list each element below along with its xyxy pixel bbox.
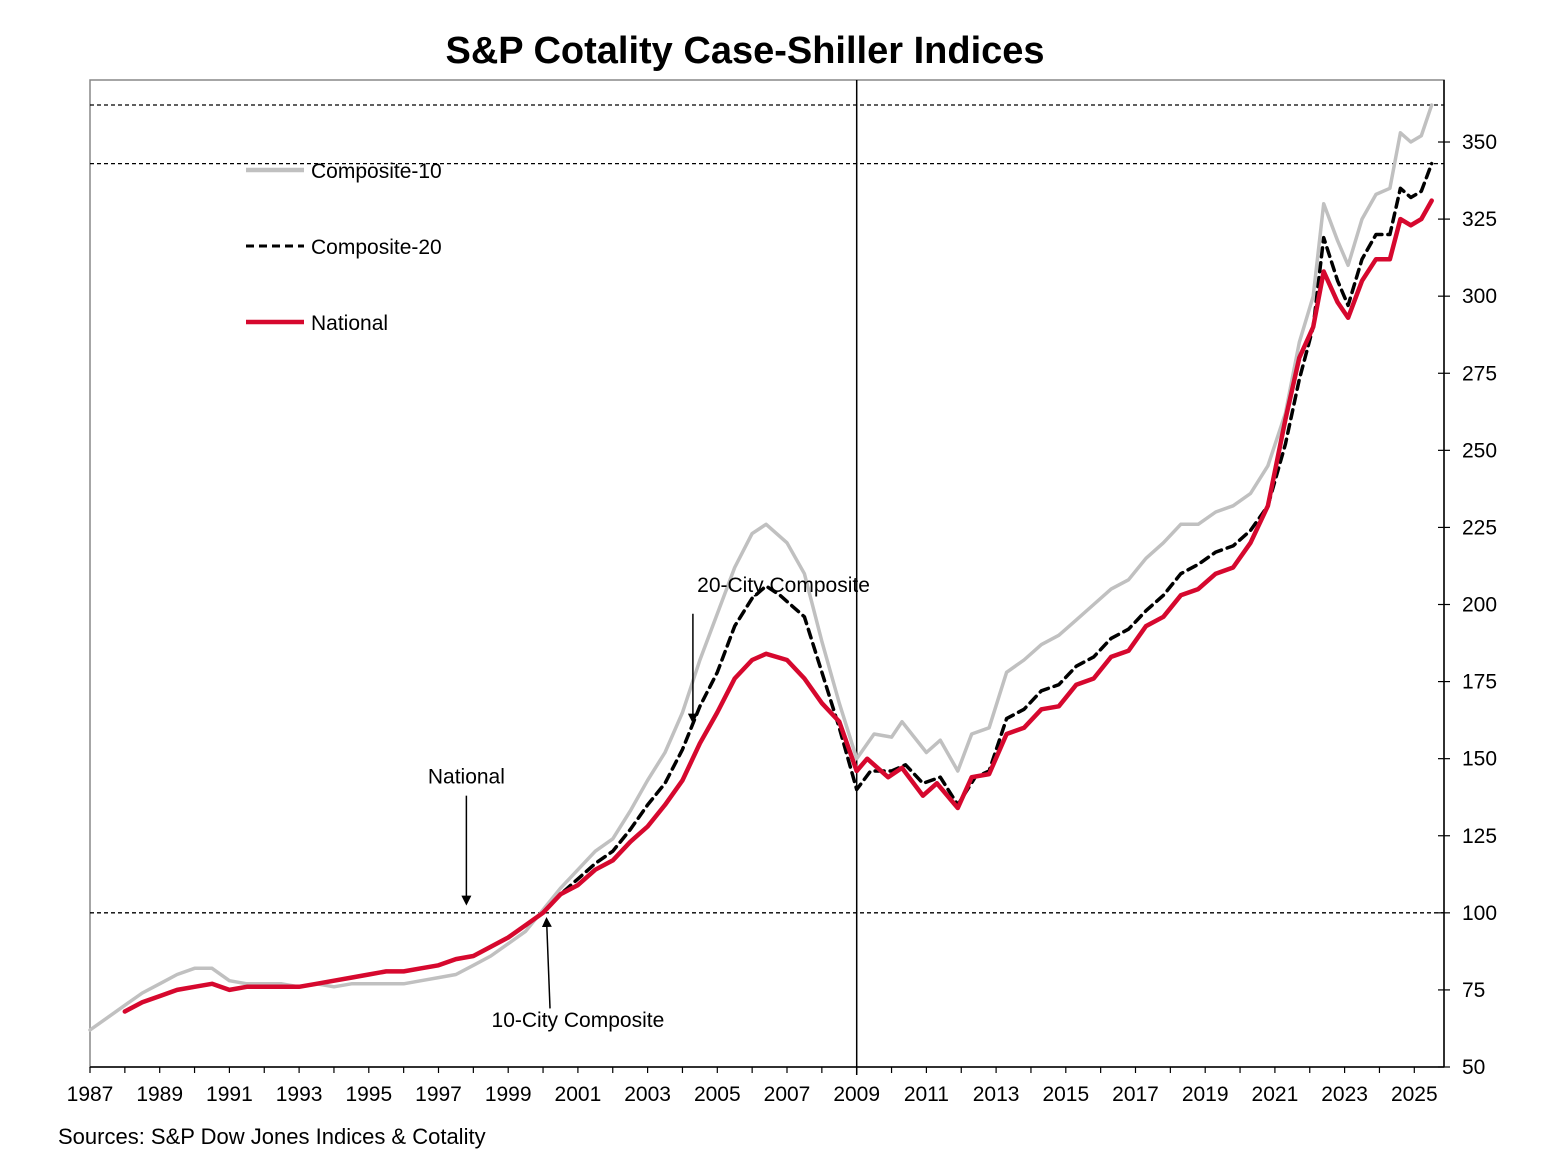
legend-label: National bbox=[311, 312, 388, 335]
y-tick-label: 125 bbox=[1462, 825, 1497, 848]
x-tick-label: 1995 bbox=[345, 1083, 392, 1106]
x-tick-label: 2007 bbox=[764, 1083, 811, 1106]
y-tick-label: 100 bbox=[1462, 902, 1497, 925]
y-tick-label: 225 bbox=[1462, 516, 1497, 539]
y-tick-label: 175 bbox=[1462, 671, 1497, 694]
x-tick-label: 2013 bbox=[973, 1083, 1020, 1106]
source-note: Sources: S&P Dow Jones Indices & Cotalit… bbox=[58, 1124, 486, 1149]
y-tick-label: 300 bbox=[1462, 285, 1497, 308]
x-tick-label: 2005 bbox=[694, 1083, 741, 1106]
x-tick-label: 2015 bbox=[1042, 1083, 1089, 1106]
x-tick-label: 1991 bbox=[206, 1083, 253, 1106]
y-tick-label: 275 bbox=[1462, 362, 1497, 385]
annotation-arrow bbox=[541, 917, 552, 1009]
x-tick-label: 2009 bbox=[833, 1083, 880, 1106]
x-tick-label: 2003 bbox=[624, 1083, 671, 1106]
x-tick-label: 1999 bbox=[485, 1083, 532, 1106]
annotation-label: National bbox=[428, 765, 505, 788]
x-tick-label: 2011 bbox=[904, 1083, 949, 1106]
y-tick-label: 200 bbox=[1462, 594, 1497, 617]
x-tick-label: 2001 bbox=[555, 1083, 602, 1106]
annotation-label: 10-City Composite bbox=[492, 1009, 665, 1032]
y-tick-label: 325 bbox=[1462, 208, 1497, 231]
x-tick-label: 2025 bbox=[1391, 1083, 1438, 1106]
x-tick-label: 2023 bbox=[1321, 1083, 1368, 1106]
x-tick-label: 1993 bbox=[276, 1083, 323, 1106]
y-tick-label: 50 bbox=[1462, 1056, 1485, 1079]
x-tick-label: 1989 bbox=[136, 1083, 183, 1106]
series-line-composite-20 bbox=[541, 161, 1434, 915]
x-tick-label: 2017 bbox=[1112, 1083, 1159, 1106]
x-tick-label: 2019 bbox=[1182, 1083, 1229, 1106]
chart-title: S&P Cotality Case-Shiller Indices bbox=[445, 30, 1045, 72]
y-tick-label: 75 bbox=[1462, 979, 1485, 1002]
y-tick-label: 150 bbox=[1462, 748, 1497, 771]
legend-label: Composite-20 bbox=[311, 236, 442, 259]
x-tick-label: 1987 bbox=[67, 1083, 114, 1106]
y-tick-label: 250 bbox=[1462, 439, 1497, 462]
series-line-composite-10 bbox=[88, 103, 1434, 1032]
series-line-national bbox=[122, 198, 1434, 1014]
annotation-label: 20-City Composite bbox=[697, 574, 870, 597]
legend-label: Composite-10 bbox=[311, 160, 442, 183]
x-tick-label: 2021 bbox=[1252, 1083, 1299, 1106]
x-tick-label: 1997 bbox=[415, 1083, 462, 1106]
y-tick-label: 350 bbox=[1462, 131, 1497, 154]
